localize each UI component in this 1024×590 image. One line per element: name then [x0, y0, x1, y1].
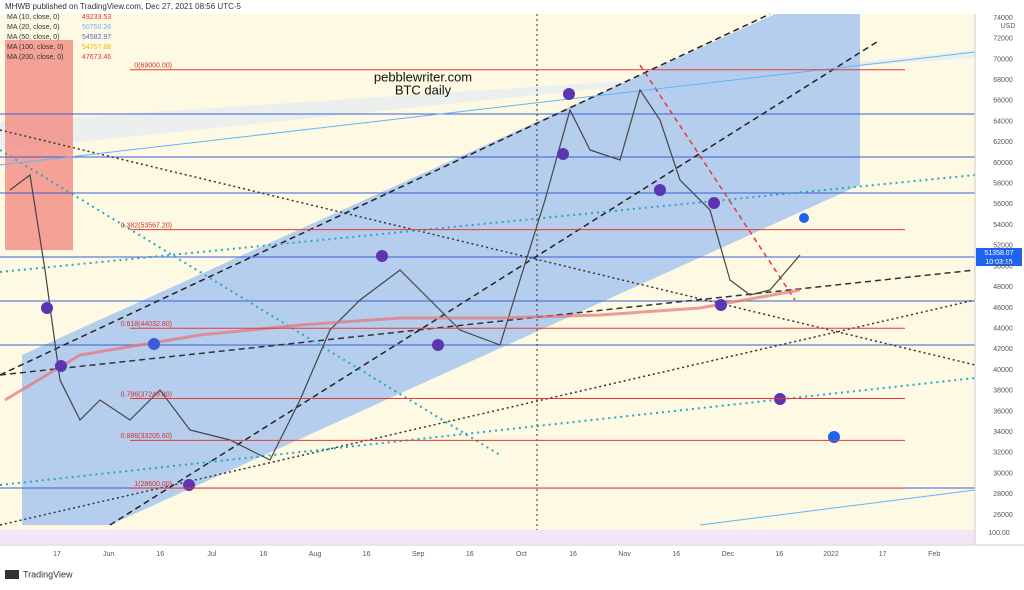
legend-value: 54582.97: [82, 34, 111, 41]
fib-label: 0.382(53567.20): [121, 222, 172, 229]
time-tick: Feb: [928, 551, 940, 558]
price-tick: 60000: [993, 160, 1013, 167]
last-price: 51358.07: [984, 250, 1013, 257]
price-tick: 58000: [993, 181, 1013, 188]
time-tick: Aug: [309, 551, 322, 558]
price-tick: 28000: [993, 491, 1013, 498]
legend-label: MA (20, close, 0): [7, 24, 60, 31]
legend-value: 47673.46: [82, 54, 111, 61]
red-zone: [5, 40, 73, 250]
last-price-tag: [976, 248, 1022, 266]
fib-label: 1(28600.00): [134, 481, 172, 488]
price-tick: 64000: [993, 118, 1013, 125]
time-tick: Jun: [103, 551, 114, 558]
logo: [5, 570, 19, 579]
price-tick: 42000: [993, 346, 1013, 353]
price-tick: 26000: [993, 512, 1013, 519]
legend-label: MA (50, close, 0): [7, 34, 60, 41]
legend-label: MA (10, close, 0): [7, 14, 60, 21]
price-tick: 74000: [993, 15, 1013, 22]
countdown: 10:03:15: [985, 259, 1012, 266]
indicator-tick: 100.00: [988, 530, 1010, 537]
price-tick: 68000: [993, 77, 1013, 84]
price-tick: 56000: [993, 201, 1013, 208]
price-tick: 30000: [993, 470, 1013, 477]
price-tick: 38000: [993, 388, 1013, 395]
price-axis: [975, 14, 1024, 544]
time-tick: Oct: [516, 551, 527, 558]
channel: [22, 14, 860, 525]
time-tick: Sep: [412, 551, 425, 558]
price-tick: 52000: [993, 243, 1013, 250]
price-tick: 50000: [993, 263, 1013, 270]
brand: TradingView: [23, 569, 73, 579]
indicator-pane: [0, 530, 975, 544]
time-tick: 16: [363, 551, 371, 558]
price-tick: 72000: [993, 36, 1013, 43]
annotation: BTC daily: [395, 82, 452, 97]
currency: USD: [1001, 23, 1016, 30]
annotation: pebblewriter.com: [374, 69, 472, 84]
publisher: MHWB published on TradingView.com, Dec 2…: [5, 2, 242, 11]
time-tick: Nov: [618, 551, 631, 558]
time-tick: 2022: [823, 551, 839, 558]
time-tick: 17: [53, 551, 61, 558]
price-tick: 66000: [993, 98, 1013, 105]
price-tick: 44000: [993, 325, 1013, 332]
legend-label: MA (100, close, 0): [7, 44, 63, 51]
time-tick: 16: [672, 551, 680, 558]
legend-value: 50750.26: [82, 24, 111, 31]
price-tick: 70000: [993, 56, 1013, 63]
price-tick: 32000: [993, 450, 1013, 457]
time-tick: 16: [260, 551, 268, 558]
price-tick: 36000: [993, 408, 1013, 415]
price-tick: 62000: [993, 139, 1013, 146]
price-tick: 46000: [993, 305, 1013, 312]
time-tick: 16: [466, 551, 474, 558]
legend-label: MA (200, close, 0): [7, 54, 63, 61]
time-tick: Jul: [207, 551, 216, 558]
time-tick: 16: [156, 551, 164, 558]
price-tick: 40000: [993, 367, 1013, 374]
legend-value: 54757.88: [82, 44, 111, 51]
ma-200: [4, 288, 801, 402]
price-tick: 54000: [993, 222, 1013, 229]
fib-label: 0.786(37249.80): [121, 391, 172, 398]
legend-value: 49233.53: [82, 14, 111, 21]
price-trace: [9, 88, 801, 461]
time-tick: 16: [776, 551, 784, 558]
fib-label: 0.618(44032.80): [121, 321, 172, 328]
time-tick: Dec: [722, 551, 735, 558]
price-tick: 34000: [993, 429, 1013, 436]
fib-label: 0(69000.00): [134, 63, 172, 70]
time-tick: 16: [569, 551, 577, 558]
time-tick: 17: [879, 551, 887, 558]
price-tick: 48000: [993, 284, 1013, 291]
fib-label: 0.886(33205.60): [121, 433, 172, 440]
